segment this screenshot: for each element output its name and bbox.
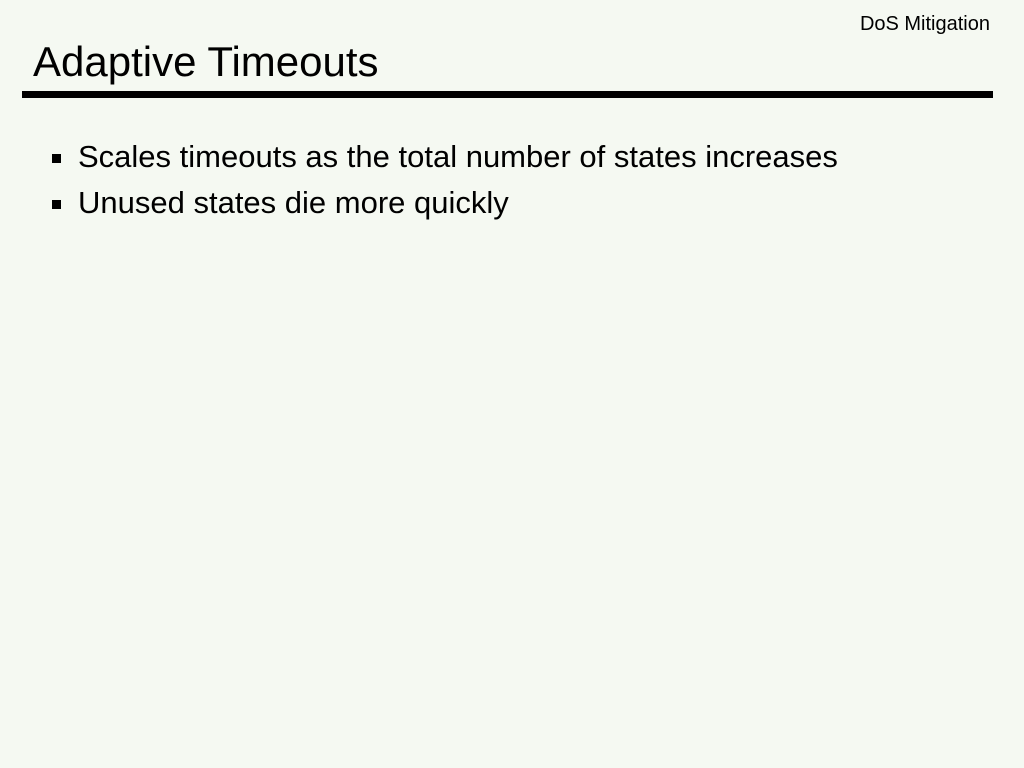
bullet-text: Unused states die more quickly <box>78 185 509 220</box>
title-underline-rule <box>22 91 993 98</box>
slide-title: Adaptive Timeouts <box>33 38 379 85</box>
square-bullet-icon <box>52 199 61 209</box>
list-item: Scales timeouts as the total number of s… <box>52 134 992 180</box>
list-item: Unused states die more quickly <box>52 180 992 226</box>
bullet-text: Scales timeouts as the total number of s… <box>78 139 838 174</box>
bullet-list: Scales timeouts as the total number of s… <box>52 134 992 226</box>
slide-header-label: DoS Mitigation <box>859 13 990 35</box>
square-bullet-icon <box>52 153 61 163</box>
